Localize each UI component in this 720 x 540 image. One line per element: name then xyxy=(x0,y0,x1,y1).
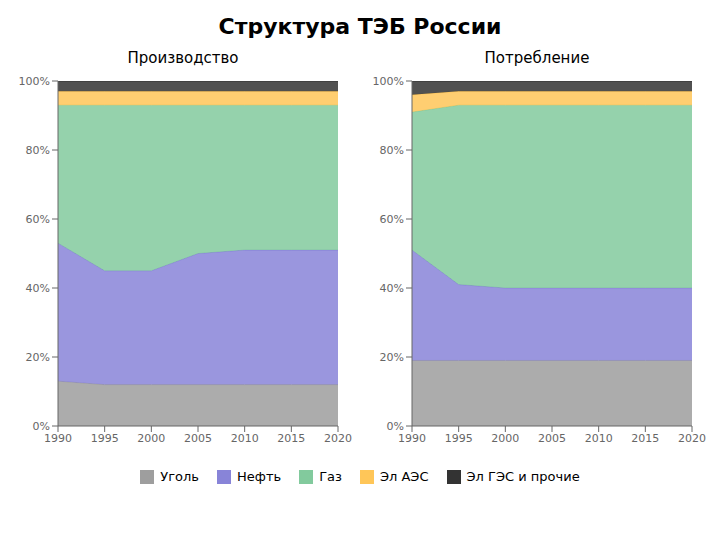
svg-text:100%: 100% xyxy=(19,75,50,88)
svg-text:2000: 2000 xyxy=(491,432,519,445)
svg-text:60%: 60% xyxy=(380,213,404,226)
svg-text:1990: 1990 xyxy=(398,432,426,445)
svg-text:80%: 80% xyxy=(26,144,50,157)
svg-text:40%: 40% xyxy=(380,282,404,295)
html-text:Потребление: Потребление xyxy=(484,49,590,67)
svg-text:40%: 40% xyxy=(26,282,50,295)
svg-text:80%: 80% xyxy=(380,144,404,157)
html-text:Производство: Производство xyxy=(127,49,239,67)
html-text:Газ: Газ xyxy=(319,469,342,484)
svg-text:1995: 1995 xyxy=(91,432,119,445)
svg-text:1990: 1990 xyxy=(44,432,72,445)
svg-text:0%: 0% xyxy=(387,420,404,433)
svg-text:60%: 60% xyxy=(26,213,50,226)
html-text:Эл ГЭС и прочие: Эл ГЭС и прочие xyxy=(466,469,580,484)
html-text:Уголь: Уголь xyxy=(160,469,199,484)
html-text:Структура ТЭБ России: Структура ТЭБ России xyxy=(218,14,502,39)
svg-text:2010: 2010 xyxy=(585,432,613,445)
svg-text:2020: 2020 xyxy=(324,432,352,445)
svg-text:2015: 2015 xyxy=(631,432,659,445)
svg-text:20%: 20% xyxy=(26,351,50,364)
html-text:Эл АЭС: Эл АЭС xyxy=(379,469,429,484)
svg-text:0%: 0% xyxy=(33,420,50,433)
svg-text:2005: 2005 xyxy=(184,432,212,445)
svg-text:2020: 2020 xyxy=(678,432,706,445)
svg-text:2010: 2010 xyxy=(231,432,259,445)
svg-text:1995: 1995 xyxy=(445,432,473,445)
svg-text:2000: 2000 xyxy=(137,432,165,445)
svg-text:2005: 2005 xyxy=(538,432,566,445)
svg-text:100%: 100% xyxy=(373,75,404,88)
svg-text:20%: 20% xyxy=(380,351,404,364)
svg-text:2015: 2015 xyxy=(277,432,305,445)
html-text:Нефть: Нефть xyxy=(237,469,282,484)
